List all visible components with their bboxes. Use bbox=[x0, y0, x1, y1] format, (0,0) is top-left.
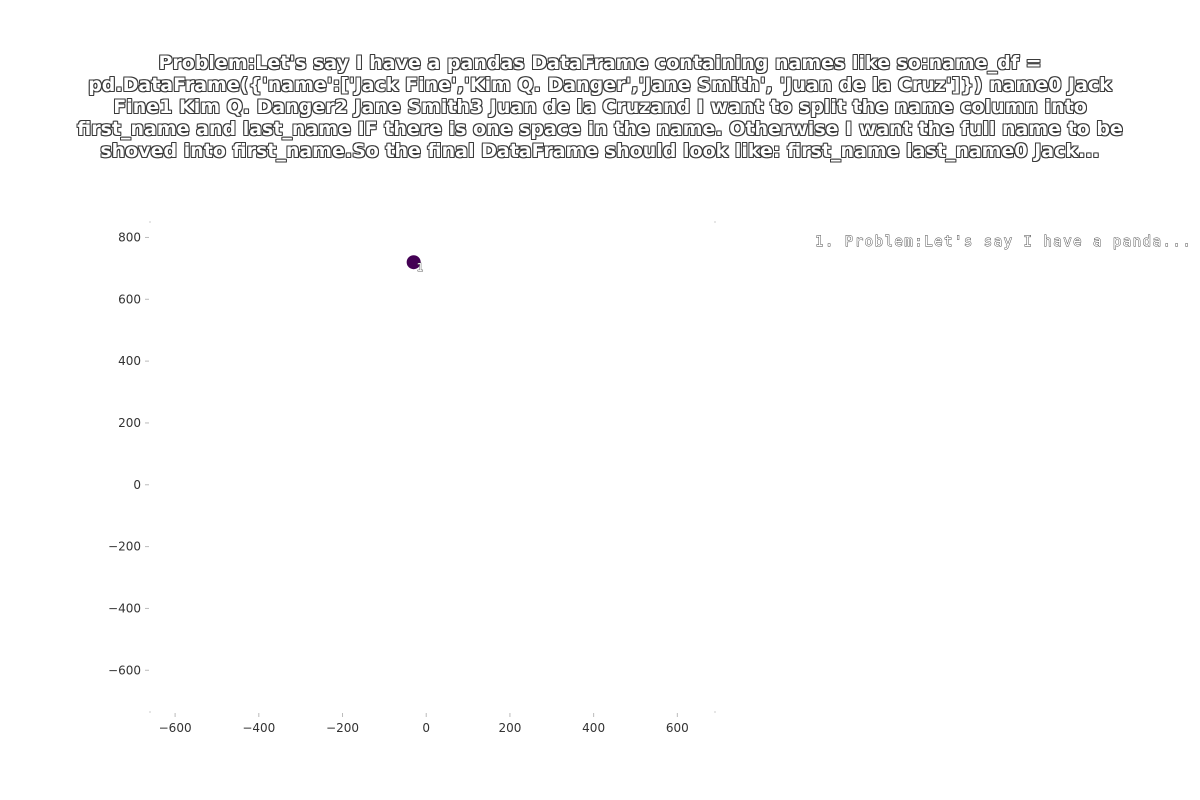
chart-title: Problem:Let's say I have a pandas DataFr… bbox=[77, 52, 1123, 162]
x-tick-label: −200 bbox=[326, 721, 359, 735]
y-tick-label: 600 bbox=[118, 292, 141, 306]
x-tick-label: −400 bbox=[242, 721, 275, 735]
plot-corner-mark bbox=[149, 221, 151, 223]
y-tick-label: 0 bbox=[133, 478, 141, 492]
x-tick-label: 0 bbox=[422, 721, 430, 735]
plot-area bbox=[149, 221, 716, 713]
plot-corner-mark bbox=[149, 711, 151, 713]
data-point-label: 1 bbox=[417, 261, 424, 274]
y-tick-label: −600 bbox=[108, 663, 141, 677]
plot-corner-mark bbox=[714, 711, 716, 713]
x-tick-label: 200 bbox=[498, 721, 521, 735]
data-points: 1 bbox=[406, 255, 424, 275]
y-tick-label: 200 bbox=[118, 416, 141, 430]
x-tick-label: 400 bbox=[582, 721, 605, 735]
y-tick-label: 800 bbox=[118, 230, 141, 244]
plot-corner-mark bbox=[714, 221, 716, 223]
x-axis: −600 −400 −200 0 200 400 600 bbox=[159, 713, 689, 735]
y-tick-label: −400 bbox=[108, 601, 141, 615]
y-tick-label: −200 bbox=[108, 540, 141, 554]
x-tick-label: 600 bbox=[666, 721, 689, 735]
legend: 1. Problem:Let's say I have a panda... bbox=[815, 234, 1192, 251]
y-tick-label: 400 bbox=[118, 354, 141, 368]
legend-entry: 1. Problem:Let's say I have a panda... bbox=[815, 234, 1192, 250]
y-axis: −600 −400 −200 0 200 400 600 800 bbox=[108, 230, 149, 677]
x-tick-label: −600 bbox=[159, 721, 192, 735]
data-point bbox=[406, 255, 421, 270]
